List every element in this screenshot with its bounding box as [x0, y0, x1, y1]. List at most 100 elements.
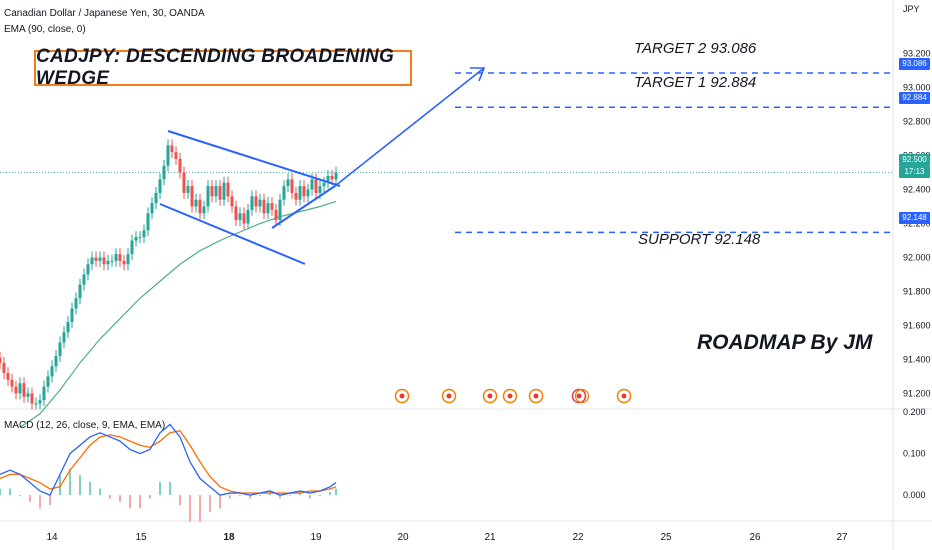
price-tick-label: 92.800 — [903, 117, 931, 127]
candle-body — [322, 182, 326, 187]
candle-body — [18, 383, 22, 394]
candle-body — [114, 254, 118, 261]
candle-body — [110, 260, 114, 262]
macd-histogram-bar — [109, 495, 111, 499]
time-tick-label: 27 — [836, 532, 848, 543]
time-tick-label: 18 — [223, 532, 235, 543]
candle-body — [134, 237, 138, 241]
candle-body — [278, 199, 282, 221]
currency-label[interactable]: JPY — [903, 4, 920, 14]
event-marker-dot — [533, 393, 539, 399]
candle-body — [186, 186, 190, 193]
time-tick-label: 25 — [660, 532, 672, 543]
candle-body — [86, 264, 90, 275]
candle-body — [270, 203, 274, 210]
candle-body — [50, 366, 54, 377]
event-marker-dot — [507, 393, 513, 399]
event-marker-dot — [399, 393, 405, 399]
macd-histogram-bar — [219, 495, 221, 509]
candle-body — [70, 308, 74, 323]
macd-tick-label: 0.200 — [903, 407, 926, 417]
candle-body — [154, 192, 158, 204]
macd-histogram-bar — [179, 495, 181, 506]
macd-histogram-bar — [239, 495, 241, 497]
macd-histogram-bar — [229, 495, 231, 499]
candle-body — [210, 186, 214, 197]
candle-body — [326, 175, 330, 183]
candle-body — [198, 199, 202, 214]
candle-body — [178, 158, 182, 173]
wedge-upper-line — [167, 130, 341, 187]
time-tick-label: 14 — [46, 532, 58, 543]
candle-body — [166, 145, 170, 166]
macd-histogram-bar — [139, 495, 141, 509]
target2-label: TARGET 2 93.086 — [634, 40, 757, 57]
macd-histogram-bar — [129, 495, 131, 509]
candle-body — [2, 362, 6, 374]
projection-arrow-line — [334, 67, 485, 187]
candle-body — [190, 186, 194, 207]
candle-body — [222, 182, 226, 200]
event-marker-dot — [446, 393, 452, 399]
macd-histogram-bar — [159, 481, 161, 496]
macd-signal-line — [0, 429, 337, 494]
candle-body — [262, 199, 266, 214]
time-tick-label: 19 — [310, 532, 322, 543]
wedge-lower-line — [159, 203, 306, 265]
candle-body — [258, 199, 262, 207]
candle-body — [102, 257, 106, 265]
support-label: SUPPORT 92.148 — [638, 231, 761, 248]
candle-body — [54, 356, 58, 367]
candle-body — [294, 192, 298, 200]
candle-body — [6, 373, 10, 380]
macd-histogram-bar — [189, 495, 191, 522]
time-tick-label: 26 — [749, 532, 761, 543]
macd-histogram-bar — [149, 495, 151, 499]
macd-tick-label: 0.100 — [903, 449, 926, 459]
chart-title-box: CADJPY: DESCENDING BROADENING WEDGE — [34, 46, 412, 89]
candle-body — [146, 213, 150, 231]
breakout-line — [271, 185, 336, 229]
target1-price-tag: 92.884 — [899, 92, 930, 104]
candle-body — [162, 165, 166, 180]
macd-histogram-bar — [309, 495, 311, 499]
candle-body — [118, 254, 122, 261]
candle-body — [302, 186, 306, 197]
price-tick-label: 91.400 — [903, 354, 931, 364]
time-tick-label: 22 — [572, 532, 584, 543]
candle-body — [74, 298, 78, 309]
candle-body — [306, 189, 310, 197]
candle-body — [334, 172, 338, 180]
chart-title: CADJPY: DESCENDING BROADENING WEDGE — [36, 46, 395, 89]
macd-histogram-bar — [249, 495, 251, 499]
candle-body — [234, 206, 238, 221]
candle-body — [10, 379, 14, 387]
candle-body — [130, 240, 134, 255]
candle-body — [226, 182, 230, 197]
candle-body — [30, 393, 34, 404]
macd-histogram-bar — [329, 491, 331, 496]
candle-body — [158, 179, 162, 193]
candle-body — [38, 400, 42, 404]
macd-legend: MACD (12, 26, close, 9, EMA, EMA) — [4, 420, 166, 431]
candle-body — [174, 152, 178, 159]
candle-body — [0, 357, 2, 363]
macd-histogram-bar — [335, 488, 337, 496]
price-tick-label: 92.000 — [903, 252, 931, 262]
time-tick-label: 20 — [397, 532, 409, 543]
candle-body — [254, 196, 258, 207]
candle-body — [230, 196, 234, 207]
macd-histogram-bar — [259, 495, 261, 497]
candle-body — [98, 257, 102, 261]
candle-body — [266, 203, 270, 214]
macd-histogram-bar — [119, 495, 121, 502]
candle-body — [22, 383, 26, 397]
candle-body — [62, 332, 66, 343]
macd-histogram-bar — [29, 495, 31, 502]
candle-body — [242, 213, 246, 224]
candle-body — [202, 206, 206, 214]
candles — [0, 139, 338, 410]
candle-body — [250, 196, 254, 210]
